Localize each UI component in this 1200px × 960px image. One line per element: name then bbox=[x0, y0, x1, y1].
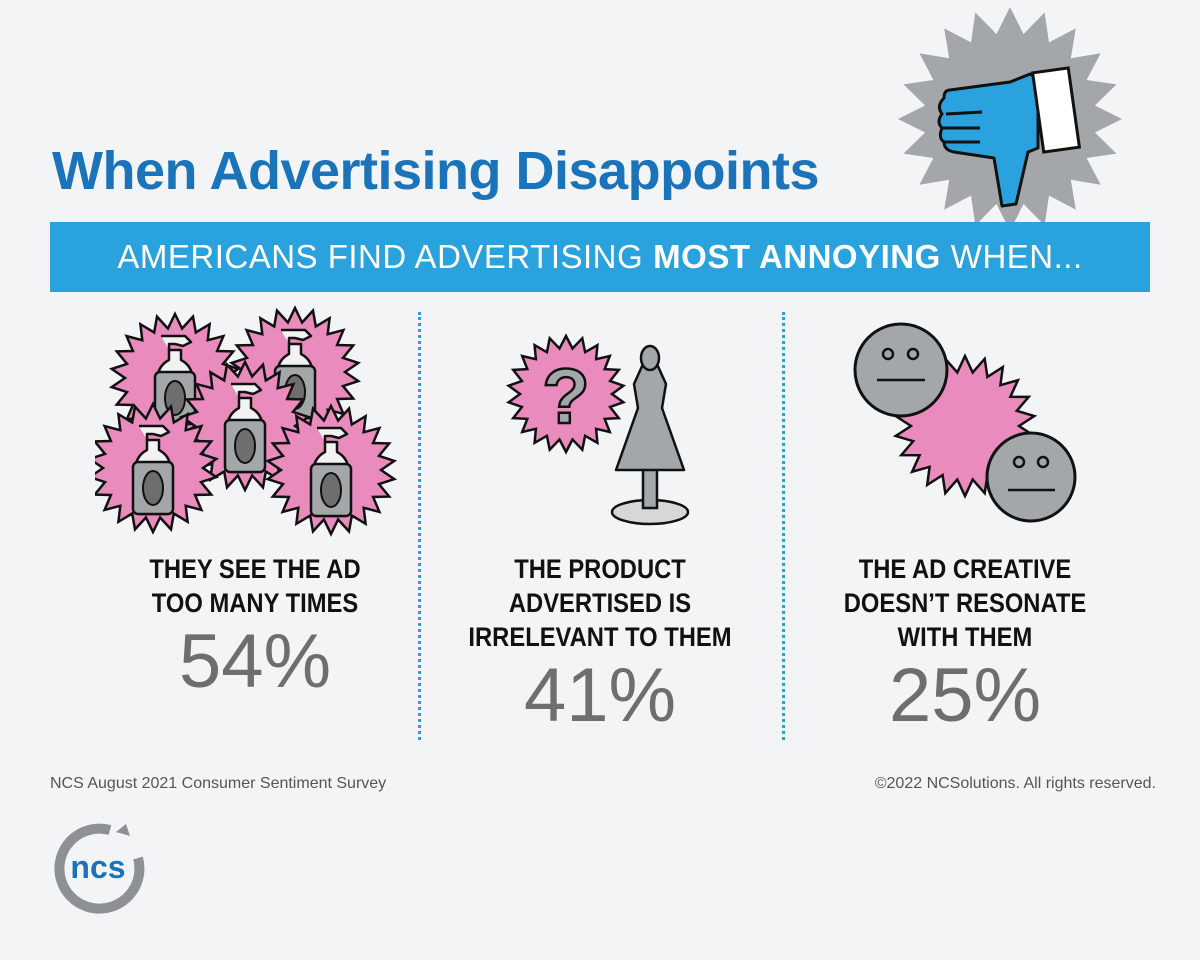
ncs-logo: ncs bbox=[54, 823, 145, 914]
spray-bottle-icon bbox=[309, 426, 353, 518]
copyright-note: ©2022 NCSolutions. All rights reserved. bbox=[874, 775, 1156, 792]
reason-card-relevance: ? THE PRODUCT ADVERTISED IS IRRELEVANT T… bbox=[440, 300, 760, 738]
column-divider bbox=[782, 312, 785, 740]
banner-suffix: WHEN... bbox=[950, 238, 1083, 275]
reason-card-creative: THE AD CREATIVE DOESN’T RESONATE WITH TH… bbox=[805, 300, 1125, 738]
caption-line: THEY SEE THE AD bbox=[149, 554, 361, 584]
caption-line: IRRELEVANT TO THEM bbox=[468, 622, 732, 652]
mannequin-head bbox=[639, 344, 661, 372]
question-mark-glyph: ? bbox=[542, 352, 590, 440]
neutral-face-icon bbox=[985, 431, 1077, 523]
reason-card-frequency: THEY SEE THE AD TOO MANY TIMES 54% bbox=[95, 300, 415, 704]
reason-caption: THE AD CREATIVE DOESN’T RESONATE WITH TH… bbox=[805, 552, 1125, 654]
mannequin-pole bbox=[641, 466, 659, 510]
source-note: NCS August 2021 Consumer Sentiment Surve… bbox=[50, 775, 387, 792]
reason-percent: 41% bbox=[523, 653, 677, 738]
thumb-hand bbox=[937, 72, 1040, 208]
caption-line: TOO MANY TIMES bbox=[151, 588, 359, 618]
pink-burst-shape bbox=[505, 333, 627, 455]
banner-prefix: AMERICANS FIND ADVERTISING bbox=[117, 238, 644, 275]
reason-caption: THE PRODUCT ADVERTISED IS IRRELEVANT TO … bbox=[440, 552, 760, 654]
subtitle-banner: AMERICANS FIND ADVERTISING MOST ANNOYING… bbox=[50, 222, 1150, 292]
spray-bottles-icon bbox=[95, 305, 398, 537]
logo-text: ncs bbox=[70, 849, 125, 885]
thumbs-down-badge-icon bbox=[898, 8, 1122, 230]
spray-bottle-icon bbox=[223, 382, 267, 474]
caption-line: WITH THEM bbox=[897, 622, 1033, 652]
caption-line: THE AD CREATIVE bbox=[858, 554, 1072, 584]
column-divider bbox=[418, 312, 421, 740]
caption-line: DOESN’T RESONATE bbox=[843, 588, 1087, 618]
neutral-face-icon bbox=[853, 322, 949, 418]
neutral-faces-icon bbox=[853, 322, 1077, 523]
thumb-cuff bbox=[1030, 66, 1082, 154]
caption-line: THE PRODUCT bbox=[514, 554, 686, 584]
reason-percent: 25% bbox=[888, 653, 1042, 738]
page-title: When Advertising Disappoints bbox=[52, 141, 820, 201]
mannequin-body bbox=[614, 362, 686, 472]
banner-emphasis: MOST ANNOYING bbox=[653, 238, 941, 275]
caption-line: ADVERTISED IS bbox=[508, 588, 692, 618]
question-mannequin-icon: ? bbox=[505, 333, 690, 526]
spray-bottle-icon bbox=[131, 424, 175, 516]
reason-caption: THEY SEE THE AD TOO MANY TIMES bbox=[95, 552, 415, 620]
reason-percent: 54% bbox=[178, 619, 332, 704]
